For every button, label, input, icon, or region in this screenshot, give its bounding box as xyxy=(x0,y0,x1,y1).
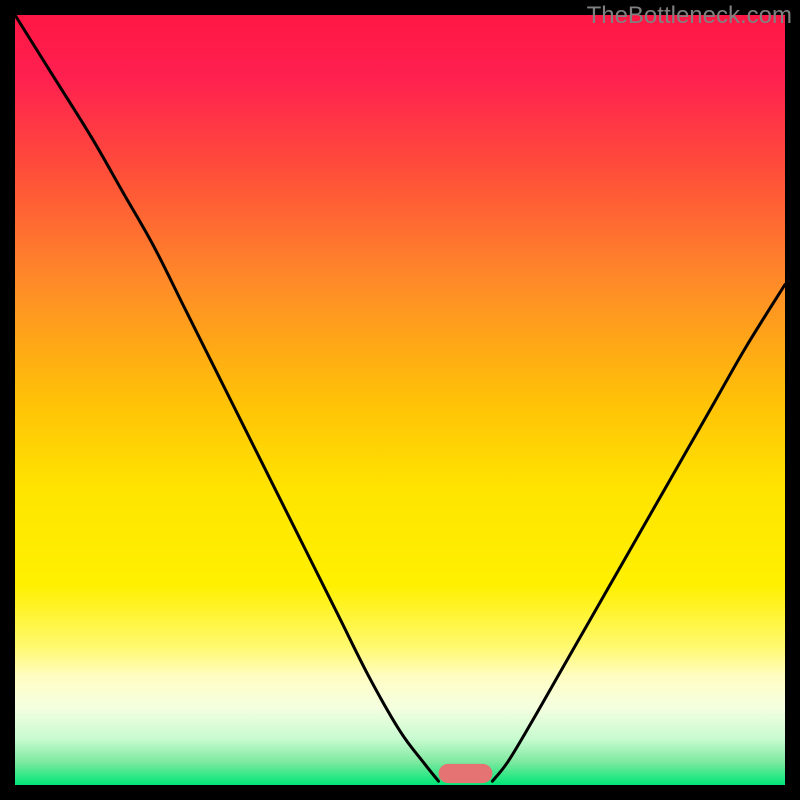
plot-background xyxy=(15,15,785,785)
bottleneck-chart: TheBottleneck.com xyxy=(0,0,800,800)
optimal-marker xyxy=(439,764,493,783)
chart-svg xyxy=(0,0,800,800)
watermark-text: TheBottleneck.com xyxy=(587,2,792,30)
